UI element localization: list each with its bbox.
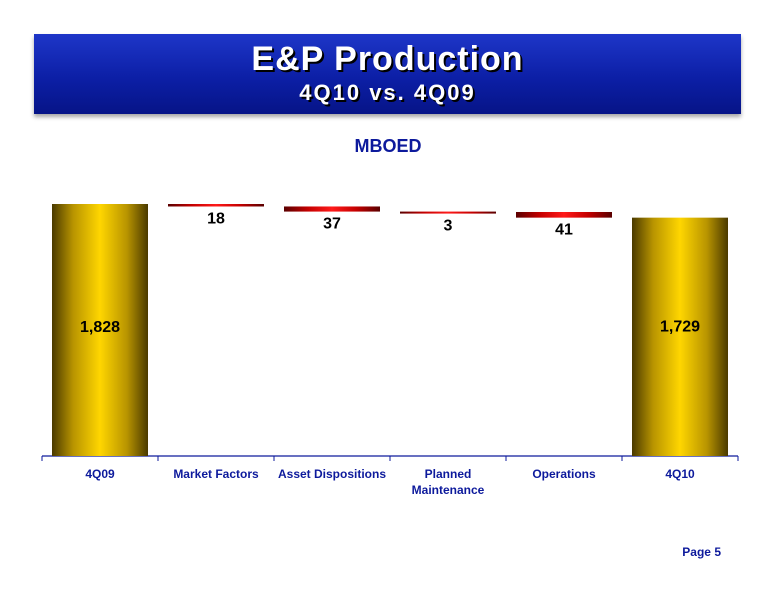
bar-decrease-1 xyxy=(168,204,264,207)
bar-decrease-3 xyxy=(400,211,496,214)
category-label-2: Asset Dispositions xyxy=(278,467,386,481)
data-label-5: 1,729 xyxy=(660,319,700,336)
category-label-4: Operations xyxy=(532,467,596,481)
category-label-3: Planned xyxy=(425,467,472,481)
data-label-4: 41 xyxy=(555,222,573,239)
data-label-3: 3 xyxy=(444,218,453,235)
category-label-5: 4Q10 xyxy=(665,467,695,481)
bar-decrease-2 xyxy=(284,206,380,212)
data-label-2: 37 xyxy=(323,216,341,233)
data-label-0: 1,828 xyxy=(80,319,120,336)
page-subtitle: 4Q10 vs. 4Q09 xyxy=(299,80,476,105)
page-number: Page 5 xyxy=(682,545,721,559)
title-banner: E&P Production 4Q10 vs. 4Q09 xyxy=(34,34,741,114)
category-label-1: Market Factors xyxy=(173,467,259,481)
category-label-0: 4Q09 xyxy=(85,467,115,481)
page-title: E&P Production xyxy=(251,40,524,78)
bar-total-0 xyxy=(52,204,148,456)
category-label-3: Maintenance xyxy=(412,483,485,497)
chart-title: MBOED xyxy=(354,136,422,156)
plot-area: 1,828 4Q09 18 Market Factors 37 Asset Disposi… xyxy=(41,204,739,497)
data-label-1: 18 xyxy=(207,210,225,227)
bar-total-5 xyxy=(632,217,728,456)
bar-decrease-4 xyxy=(516,211,612,218)
